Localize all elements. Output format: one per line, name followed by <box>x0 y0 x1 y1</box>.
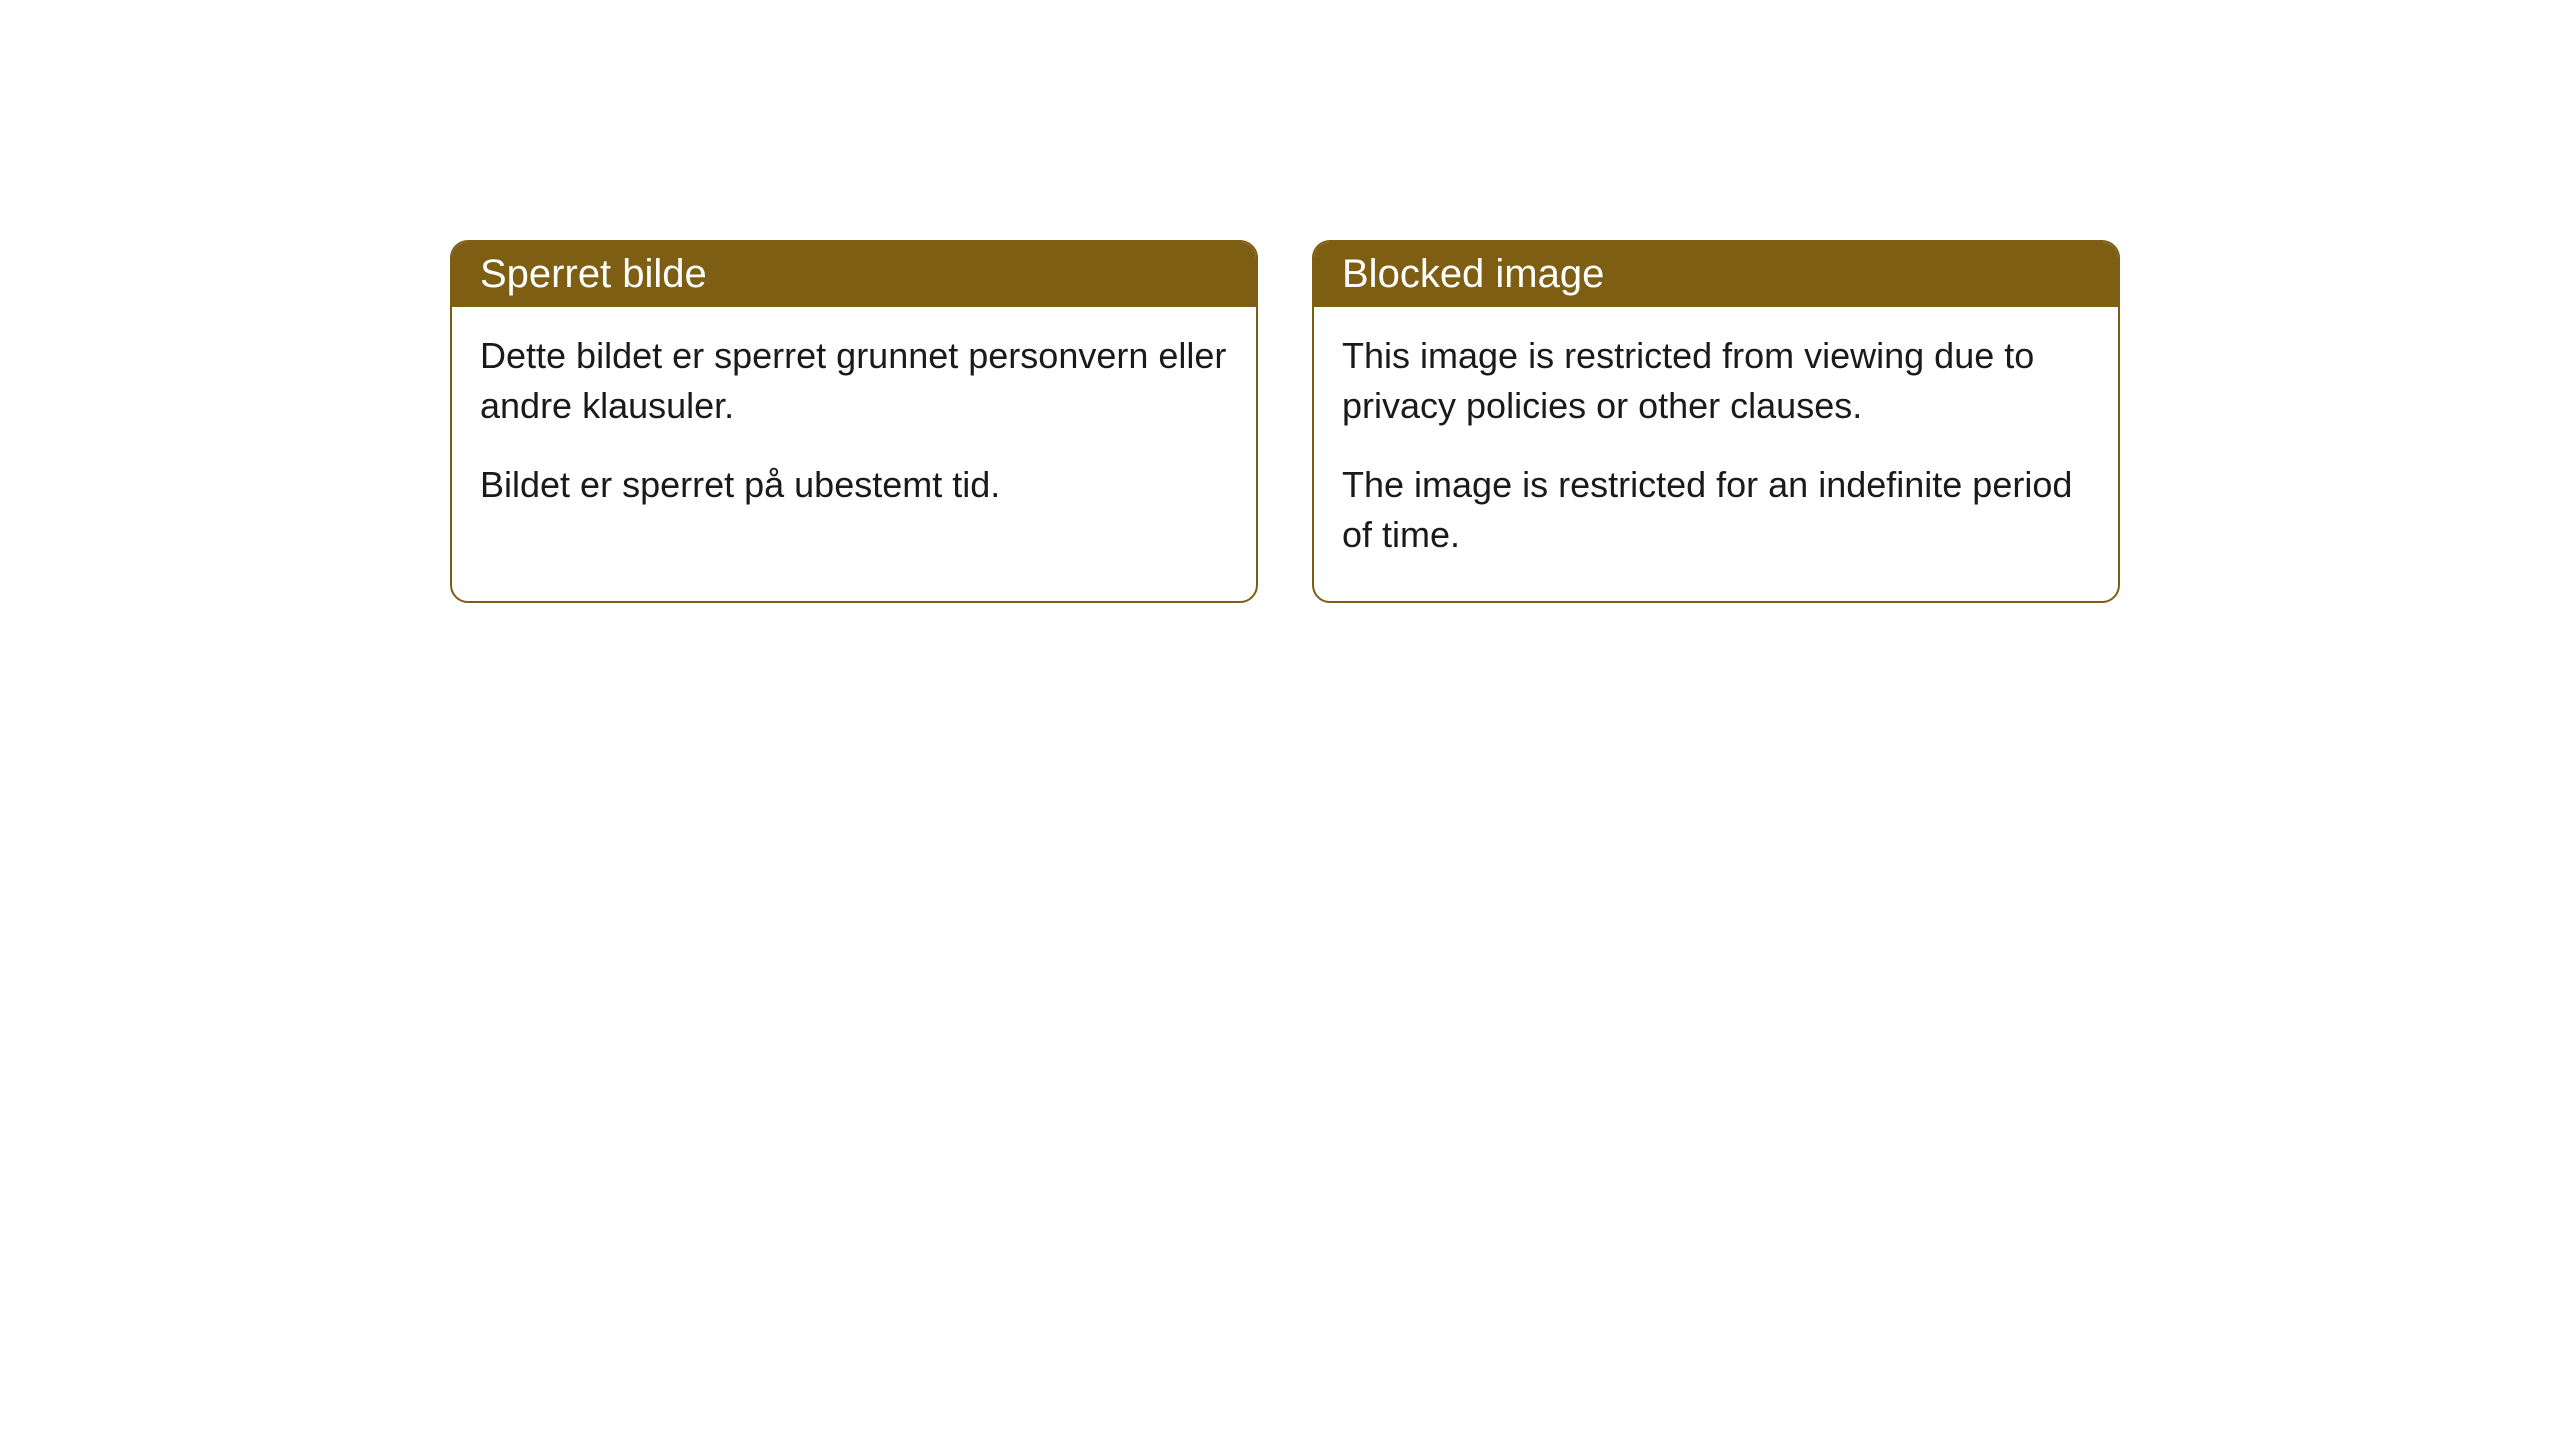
cards-container: Sperret bilde Dette bildet er sperret gr… <box>450 240 2120 603</box>
card-title: Sperret bilde <box>480 252 707 296</box>
card-paragraph: Dette bildet er sperret grunnet personve… <box>480 331 1228 432</box>
blocked-image-card-english: Blocked image This image is restricted f… <box>1312 240 2120 603</box>
card-paragraph: Bildet er sperret på ubestemt tid. <box>480 460 1228 510</box>
card-paragraph: This image is restricted from viewing du… <box>1342 331 2090 432</box>
card-header: Blocked image <box>1314 242 2118 307</box>
card-title: Blocked image <box>1342 252 1604 296</box>
card-body: Dette bildet er sperret grunnet personve… <box>452 307 1256 550</box>
card-body: This image is restricted from viewing du… <box>1314 307 2118 601</box>
card-paragraph: The image is restricted for an indefinit… <box>1342 460 2090 561</box>
card-header: Sperret bilde <box>452 242 1256 307</box>
blocked-image-card-norwegian: Sperret bilde Dette bildet er sperret gr… <box>450 240 1258 603</box>
